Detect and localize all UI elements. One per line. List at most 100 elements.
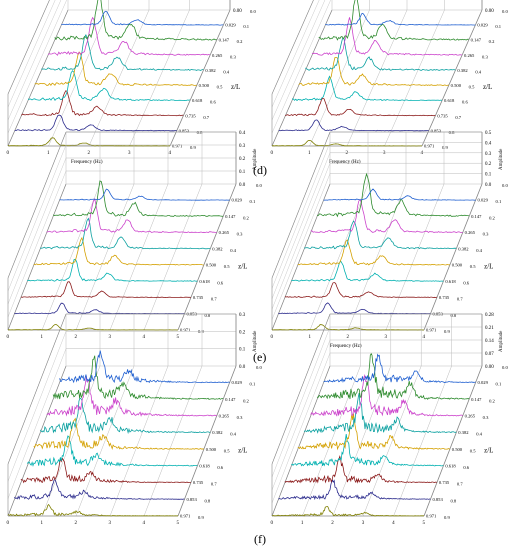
grid-side-line <box>7 0 67 134</box>
grid-side-line <box>7 144 67 292</box>
y-tick-label: 0.12 <box>485 0 494 1</box>
z-tick-label: 0.6 <box>462 100 468 105</box>
grid-side-line <box>7 348 67 499</box>
y-tick-label: 0.00 <box>485 365 494 370</box>
y-tick-label: 0.21 <box>485 326 494 331</box>
grid-side-line <box>271 142 331 289</box>
x-axis-title: Frequency (Hz) <box>329 160 361 165</box>
spectrum-line-0.853 <box>14 479 185 500</box>
z-axis-title: z/L <box>238 447 247 455</box>
z-axis-line <box>423 365 483 517</box>
grid-floor-line <box>109 183 169 331</box>
z-tick-label: 0.8 <box>449 130 455 135</box>
grid-side-line <box>271 0 331 134</box>
grid-side-line <box>271 0 320 108</box>
x-tick-label: 4 <box>421 151 424 156</box>
y-tick-label: 0.0 <box>239 365 246 370</box>
spectrum-line-0.029 <box>59 350 230 384</box>
x-tick-label: 1 <box>41 521 44 526</box>
spectrum-line-0.500 <box>33 417 204 450</box>
grid-side-line <box>271 0 326 121</box>
series-label-0.971: 0.971 <box>172 144 183 149</box>
z-tick-label: 0.3 <box>483 415 489 420</box>
series-label-0.265: 0.265 <box>219 414 230 419</box>
series-label-0.029: 0.029 <box>232 198 243 203</box>
series-label-0.971: 0.971 <box>426 514 437 519</box>
grid-floor-line <box>346 9 408 147</box>
y-axis-title: Amplitude <box>499 148 504 170</box>
x-tick-label: 2 <box>331 521 334 526</box>
z-tick-label: 0.2 <box>237 39 243 44</box>
z-tick-label: 0.8 <box>450 313 456 318</box>
series-label-0.147: 0.147 <box>219 38 230 43</box>
y-tick-label: 0.0 <box>485 183 492 188</box>
series-label-0.500: 0.500 <box>451 83 462 88</box>
panel-label-e: (e) <box>253 350 267 364</box>
x-axis-title: Frequency (Hz) <box>330 344 362 349</box>
series-label-0.147: 0.147 <box>225 214 236 219</box>
grid-side-line <box>7 0 50 95</box>
depth-axis-left <box>271 365 331 517</box>
z-tick-label: 0.9 <box>198 515 204 520</box>
z-tick-label: 0.9 <box>444 329 450 334</box>
grid-side-line <box>271 0 314 95</box>
z-tick-label: 0.0 <box>502 365 508 370</box>
grid-floor-line <box>75 183 135 331</box>
y-tick-label: 0.00 <box>485 9 494 14</box>
grid-floor-line <box>332 365 392 517</box>
z-tick-label: 0.8 <box>204 498 210 503</box>
z-tick-label: 0.2 <box>489 215 495 220</box>
z-tick-label: 0.2 <box>489 398 495 403</box>
spectrum-line-0.853 <box>278 119 429 132</box>
series-label-0.618: 0.618 <box>445 464 456 469</box>
panel-e-right: 0.9710.8530.7350.6180.5000.3820.2650.147… <box>271 131 509 349</box>
z-tick-label: 0.2 <box>243 215 249 220</box>
series-label-0.147: 0.147 <box>471 397 482 402</box>
series-label-0.265: 0.265 <box>219 230 230 235</box>
z-tick-label: 0.1 <box>250 199 256 204</box>
spectrum-line-0.500 <box>297 413 451 451</box>
grid-floor-line <box>309 183 369 331</box>
series-label-0.853: 0.853 <box>179 128 190 133</box>
z-tick-label: 0.5 <box>224 264 230 269</box>
x-tick-label: 0 <box>7 521 10 526</box>
grid-side-line <box>7 0 56 108</box>
z-tick-label: 0.6 <box>463 280 469 285</box>
spectrum-line-0.735 <box>20 281 191 298</box>
series-label-0.382: 0.382 <box>212 246 223 251</box>
series-label-0.265: 0.265 <box>465 230 476 235</box>
spectrum-line-0.029 <box>323 353 476 384</box>
z-tick-label: 0.0 <box>250 9 256 14</box>
spectrum-line-0.853 <box>278 302 431 315</box>
y-axis-title: Amplitude <box>499 330 504 352</box>
series-label-0.971: 0.971 <box>426 328 437 333</box>
spectrum-line-0.382 <box>303 392 457 434</box>
spectrum-line-0.382 <box>305 36 456 71</box>
z-tick-label: 0.4 <box>223 69 229 74</box>
z-tick-label: 0.0 <box>256 183 262 188</box>
spectrum-line-0.147 <box>54 0 217 41</box>
z-tick-label: 0.3 <box>237 232 243 237</box>
z-tick-label: 0.7 <box>211 482 217 487</box>
x-tick-label: 4 <box>423 335 426 340</box>
x-tick-label: 0 <box>7 335 10 340</box>
z-tick-label: 0.1 <box>495 24 501 29</box>
z-tick-label: 0.5 <box>224 448 230 453</box>
z-tick-label: 0.6 <box>210 100 216 105</box>
spectrum-line-0.147 <box>318 0 469 41</box>
z-tick-label: 0.9 <box>444 515 450 520</box>
grid-floor-line <box>143 365 203 517</box>
z-tick-label: 0.1 <box>243 24 249 29</box>
z-tick-label: 0.4 <box>230 432 236 437</box>
grid-floor-line <box>393 365 452 517</box>
x-tick-label: 5 <box>423 521 426 526</box>
spectrum-line-0.029 <box>61 10 224 26</box>
x-tick-label: 3 <box>385 335 388 340</box>
spectrum-line-0.971 <box>7 503 178 517</box>
z-tick-label: 0.7 <box>211 297 217 302</box>
z-axis-line <box>177 183 237 331</box>
series-label-0.029: 0.029 <box>232 380 243 385</box>
depth-axis-left <box>271 183 331 331</box>
grid-side-line <box>7 331 67 482</box>
